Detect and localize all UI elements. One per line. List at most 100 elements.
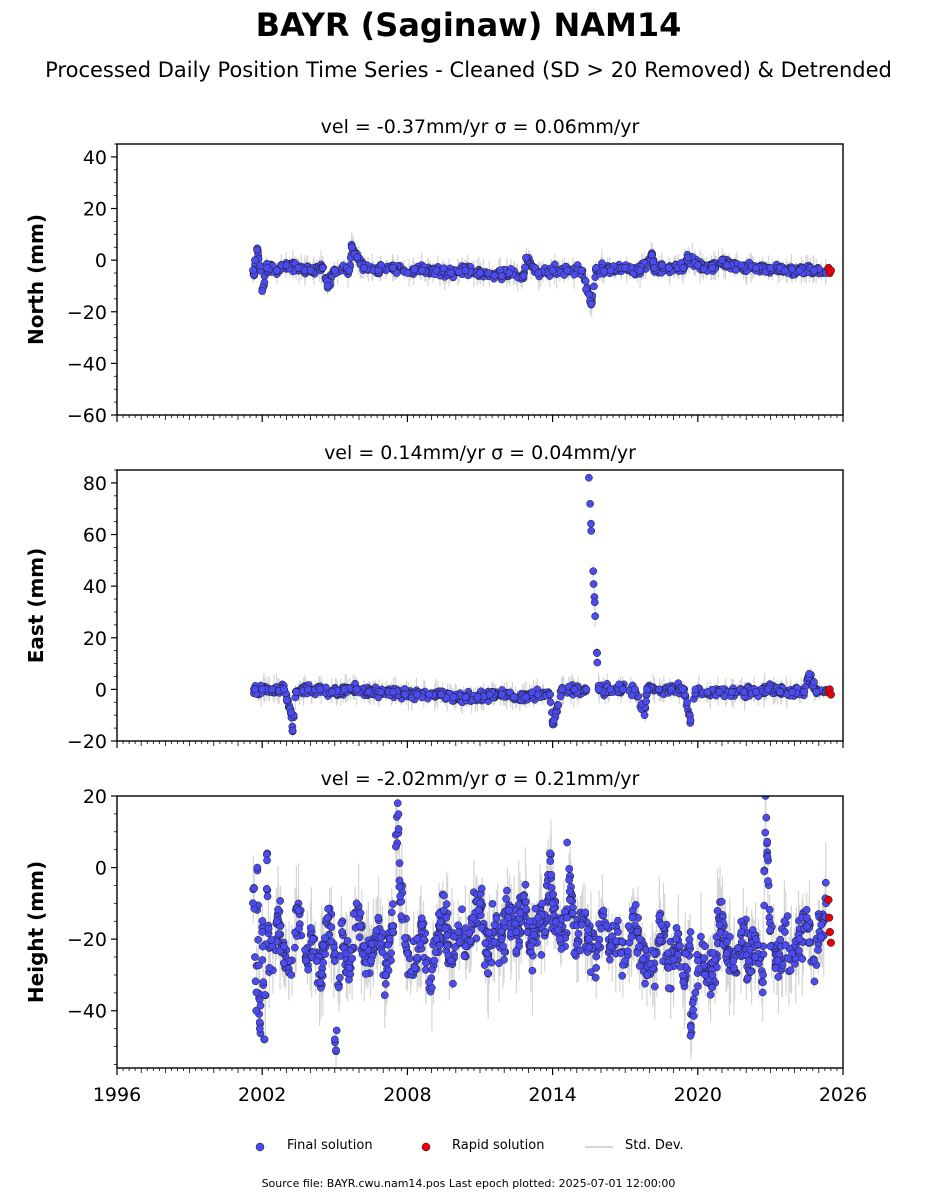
final-point: [473, 693, 482, 701]
final-point: [708, 971, 717, 979]
final-point: [436, 917, 445, 926]
final-point: [693, 261, 702, 270]
final-point: [590, 598, 599, 607]
final-point: [505, 906, 513, 915]
final-point: [260, 1035, 269, 1044]
final-point: [312, 957, 321, 965]
stddev-bars: [253, 564, 827, 737]
final-point: [428, 965, 436, 974]
final-point: [441, 924, 450, 933]
final-point: [327, 923, 336, 932]
final-point: [805, 670, 813, 678]
final-point: [477, 923, 486, 932]
final-point: [810, 678, 818, 686]
final-point: [349, 910, 358, 918]
final-point: [628, 913, 637, 922]
panel-title: vel = 0.14mm/yr σ = 0.04mm/yr: [324, 442, 636, 464]
final-point: [685, 935, 694, 944]
final-point: [258, 956, 267, 964]
final-point: [497, 927, 506, 936]
final-point: [534, 269, 542, 277]
final-point: [461, 942, 470, 951]
final-point: [348, 954, 356, 963]
final-point: [709, 949, 718, 957]
final-point: [537, 951, 546, 959]
final-point: [618, 971, 627, 980]
final-point: [263, 856, 271, 865]
final-point: [679, 978, 688, 986]
final-point: [687, 1023, 695, 1032]
final-point: [812, 688, 821, 696]
final-point: [593, 649, 601, 657]
final-point: [751, 953, 760, 962]
final-points: [250, 473, 830, 736]
final-point: [374, 266, 383, 275]
final-point: [584, 925, 592, 934]
final-point: [541, 928, 550, 936]
final-point: [502, 895, 510, 903]
final-point: [592, 264, 601, 272]
final-point: [330, 957, 339, 965]
final-point: [280, 685, 288, 694]
final-point: [646, 959, 655, 968]
final-point: [401, 940, 409, 949]
final-point: [447, 956, 455, 965]
final-point: [585, 290, 594, 299]
final-point: [679, 685, 688, 694]
final-point: [276, 897, 285, 905]
final-point: [606, 942, 615, 951]
final-point: [435, 941, 444, 950]
final-point: [481, 939, 490, 948]
final-point: [258, 942, 267, 951]
final-point: [803, 922, 811, 931]
final-point: [376, 933, 385, 942]
final-point: [443, 941, 452, 950]
final-point: [249, 899, 257, 907]
final-point: [316, 978, 325, 986]
final-point: [805, 938, 814, 947]
final-point: [483, 969, 492, 977]
final-point: [292, 688, 300, 696]
final-point: [765, 905, 774, 914]
final-point: [732, 266, 740, 274]
final-point: [681, 949, 690, 958]
final-point: [516, 909, 524, 917]
final-point: [255, 1018, 264, 1027]
final-point: [786, 966, 795, 975]
final-point: [319, 958, 328, 967]
final-point: [251, 685, 259, 694]
final-point: [474, 906, 483, 914]
final-point: [614, 928, 622, 936]
final-point: [589, 580, 598, 588]
final-point: [262, 885, 271, 893]
final-point: [397, 912, 406, 921]
final-point: [385, 935, 394, 943]
final-point: [737, 928, 746, 936]
final-point: [353, 253, 362, 262]
final-point: [394, 810, 403, 818]
final-point: [780, 917, 789, 926]
final-point: [774, 973, 783, 981]
final-point: [577, 920, 586, 929]
final-point: [788, 949, 797, 958]
final-point: [323, 282, 332, 290]
final-point: [686, 928, 695, 936]
final-point: [521, 904, 530, 913]
final-point: [490, 920, 499, 929]
final-point: [810, 266, 818, 275]
y-tick-label: 20: [83, 786, 107, 808]
final-point: [708, 983, 716, 992]
final-point: [582, 685, 591, 694]
final-point: [410, 265, 419, 274]
final-point: [505, 269, 513, 277]
final-point: [606, 685, 615, 694]
final-point: [650, 264, 659, 272]
final-point: [814, 946, 822, 954]
final-point: [455, 267, 463, 276]
final-point: [512, 947, 521, 955]
final-point: [490, 271, 499, 280]
final-point: [664, 963, 673, 972]
final-point: [591, 973, 600, 982]
final-point: [810, 977, 819, 986]
